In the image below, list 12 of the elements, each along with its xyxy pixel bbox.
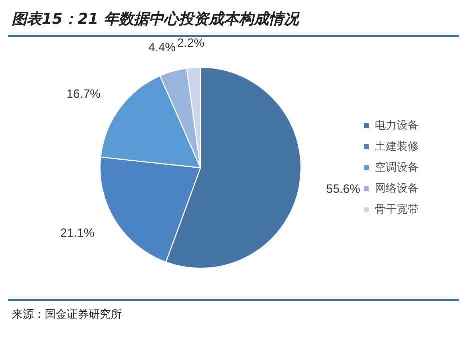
- legend-label: 空调设备: [375, 160, 419, 174]
- data-label: 2.2%: [177, 36, 206, 50]
- data-label: 21.1%: [60, 226, 96, 240]
- legend-label: 土建装修: [375, 140, 419, 153]
- legend-label: 电力设备: [375, 118, 419, 132]
- data-label: 4.4%: [148, 40, 176, 55]
- data-label: 16.7%: [66, 86, 102, 101]
- legend-label: 网络设备: [375, 182, 419, 195]
- source-note: 来源：国金证券研究所: [12, 307, 123, 322]
- data-label: 55.6%: [326, 182, 361, 196]
- legend-label: 骨干宽带: [375, 202, 419, 216]
- chart-title: 图表15：21 年数据中心投资成本构成情况: [8, 8, 459, 37]
